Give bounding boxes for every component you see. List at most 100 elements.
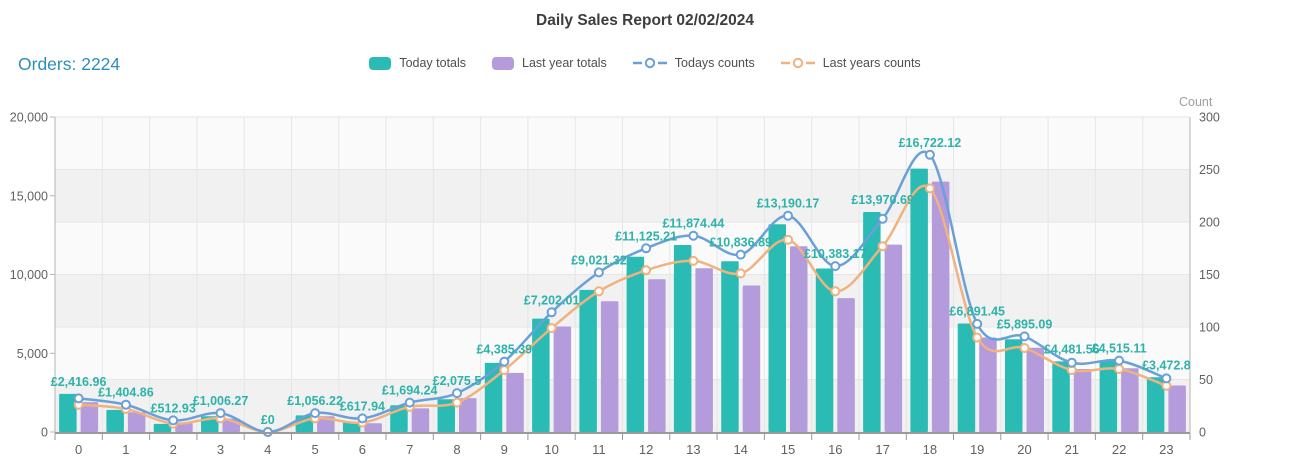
todays-counts-point <box>357 413 368 424</box>
todays-counts-point <box>310 408 321 419</box>
last-years-counts-point <box>499 365 510 376</box>
legend-item-last-year-totals[interactable]: Last year totals <box>492 56 607 70</box>
last-years-counts-point <box>1019 343 1030 353</box>
today-totals-bar <box>437 399 455 432</box>
last-year-totals-bar <box>459 398 477 432</box>
todays-counts-point <box>924 149 935 160</box>
todays-counts-point <box>168 415 179 426</box>
x-axis-tick-label: 11 <box>592 442 606 457</box>
last-years-counts-point <box>735 268 746 279</box>
last-year-totals-bar <box>1121 368 1139 432</box>
right-axis-tick-label: 0 <box>1199 426 1206 440</box>
x-axis-tick-label: 7 <box>406 442 413 457</box>
last-years-counts-point <box>830 286 841 297</box>
x-axis-tick-label: 19 <box>970 442 984 457</box>
last-years-counts-point <box>1114 364 1125 374</box>
chart-legend: Today totals Last year totals Todays count… <box>0 56 1290 70</box>
bar-value-label: £1,404.86 <box>98 386 154 400</box>
left-axis-tick-label: 20,000 <box>10 111 48 125</box>
last-year-totals-bar <box>1073 369 1092 432</box>
today-totals-bar <box>342 422 361 432</box>
right-axis-tick-label: 250 <box>1199 163 1220 177</box>
last-year-totals-bar <box>175 423 193 432</box>
x-axis-tick-label: 3 <box>217 442 224 457</box>
last-year-totals-bar <box>931 181 950 432</box>
bar-value-label: £13,190.17 <box>757 197 820 211</box>
last-year-totals-bar <box>80 402 99 432</box>
right-axis-tick-label: 200 <box>1199 216 1220 230</box>
left-axis-tick-label: 0 <box>41 426 48 440</box>
right-axis-tick-label: 150 <box>1199 268 1220 282</box>
x-axis-tick-label: 2 <box>170 442 177 457</box>
last-year-totals-bar <box>695 268 713 432</box>
x-axis-tick-label: 8 <box>453 442 460 457</box>
todays-counts-point <box>972 318 983 329</box>
page-title: Daily Sales Report 02/02/2024 <box>536 12 754 29</box>
orders-count: Orders: 2224 <box>18 54 121 74</box>
left-axis-tick-label: 10,000 <box>10 268 48 282</box>
last-year-totals-bar <box>1026 347 1044 432</box>
legend-item-todays-counts[interactable]: Todays counts <box>632 56 755 70</box>
last-years-counts-point <box>783 234 793 245</box>
bar-value-label: £16,722.12 <box>899 136 962 150</box>
last-year-totals-bar <box>884 244 903 432</box>
todays-counts-point <box>1161 373 1172 384</box>
last-year-totals-bar <box>411 408 430 432</box>
bar-value-label: £7,202.01 <box>524 293 580 307</box>
todays-counts-point <box>546 307 557 318</box>
bar-value-label: £4,481.56 <box>1044 342 1100 356</box>
todays-counts-point <box>1114 355 1125 366</box>
last-years-counts-point <box>452 397 462 408</box>
bar-value-label: £4,385.39 <box>476 343 532 357</box>
today-totals-bar <box>1146 377 1165 432</box>
last-years-counts-point <box>593 286 604 297</box>
today-totals-bar <box>1052 361 1070 432</box>
x-axis-tick-label: 23 <box>1159 442 1173 457</box>
today-totals-bar <box>153 423 172 432</box>
right-axis-title: Count <box>1179 95 1213 109</box>
x-axis-tick-label: 6 <box>359 442 366 457</box>
last-year-totals-bar <box>364 423 382 432</box>
todays-counts-point <box>735 249 746 260</box>
today-totals-bar <box>910 168 928 432</box>
todays-counts-point <box>499 356 510 367</box>
todays-counts-point <box>73 393 84 404</box>
last-year-totals-bar <box>648 279 666 432</box>
right-axis-tick-label: 100 <box>1199 321 1220 335</box>
x-axis-tick-label: 22 <box>1112 442 1126 457</box>
todays-counts-point <box>452 388 462 399</box>
todays-counts-point <box>404 397 415 408</box>
today-totals-bar <box>106 409 124 432</box>
bar-value-label: £2,075.5 <box>433 374 482 388</box>
last-years-counts-point <box>972 332 983 343</box>
bar-value-label: £5,895.09 <box>997 317 1053 331</box>
legend-item-last-years-counts[interactable]: Last years counts <box>780 56 921 70</box>
todays-counts-point <box>120 399 131 410</box>
todays-counts-line-icon <box>632 56 667 70</box>
right-axis-tick-label: 50 <box>1199 373 1213 387</box>
x-axis-tick-label: 10 <box>544 442 558 457</box>
today-totals-bar <box>863 212 881 432</box>
todays-counts-point <box>641 243 652 254</box>
today-totals-bar <box>579 289 597 432</box>
last-year-totals-swatch-icon <box>492 56 515 70</box>
today-totals-bar <box>59 393 77 432</box>
bar-value-label: £11,874.44 <box>662 217 724 231</box>
last-year-totals-bar <box>506 372 524 432</box>
bar-value-label: £3,472.8 <box>1142 358 1191 372</box>
bar-value-label: £617.94 <box>340 399 385 413</box>
legend-item-today-totals[interactable]: Today totals <box>369 56 466 70</box>
bar-value-label: £6,891.45 <box>949 305 1005 319</box>
bar-value-label: £512.93 <box>151 401 196 415</box>
last-year-totals-bar <box>979 337 997 432</box>
x-axis-tick-label: 21 <box>1065 442 1079 457</box>
x-axis-tick-label: 5 <box>311 442 318 457</box>
last-year-totals-bar <box>790 246 808 432</box>
x-axis-tick-label: 18 <box>923 442 937 457</box>
todays-counts-point <box>1019 331 1030 342</box>
left-axis-tick-label: 15,000 <box>10 189 48 203</box>
today-totals-bar <box>957 323 976 432</box>
today-totals-bar <box>484 362 503 432</box>
last-year-totals-bar <box>1168 385 1186 432</box>
